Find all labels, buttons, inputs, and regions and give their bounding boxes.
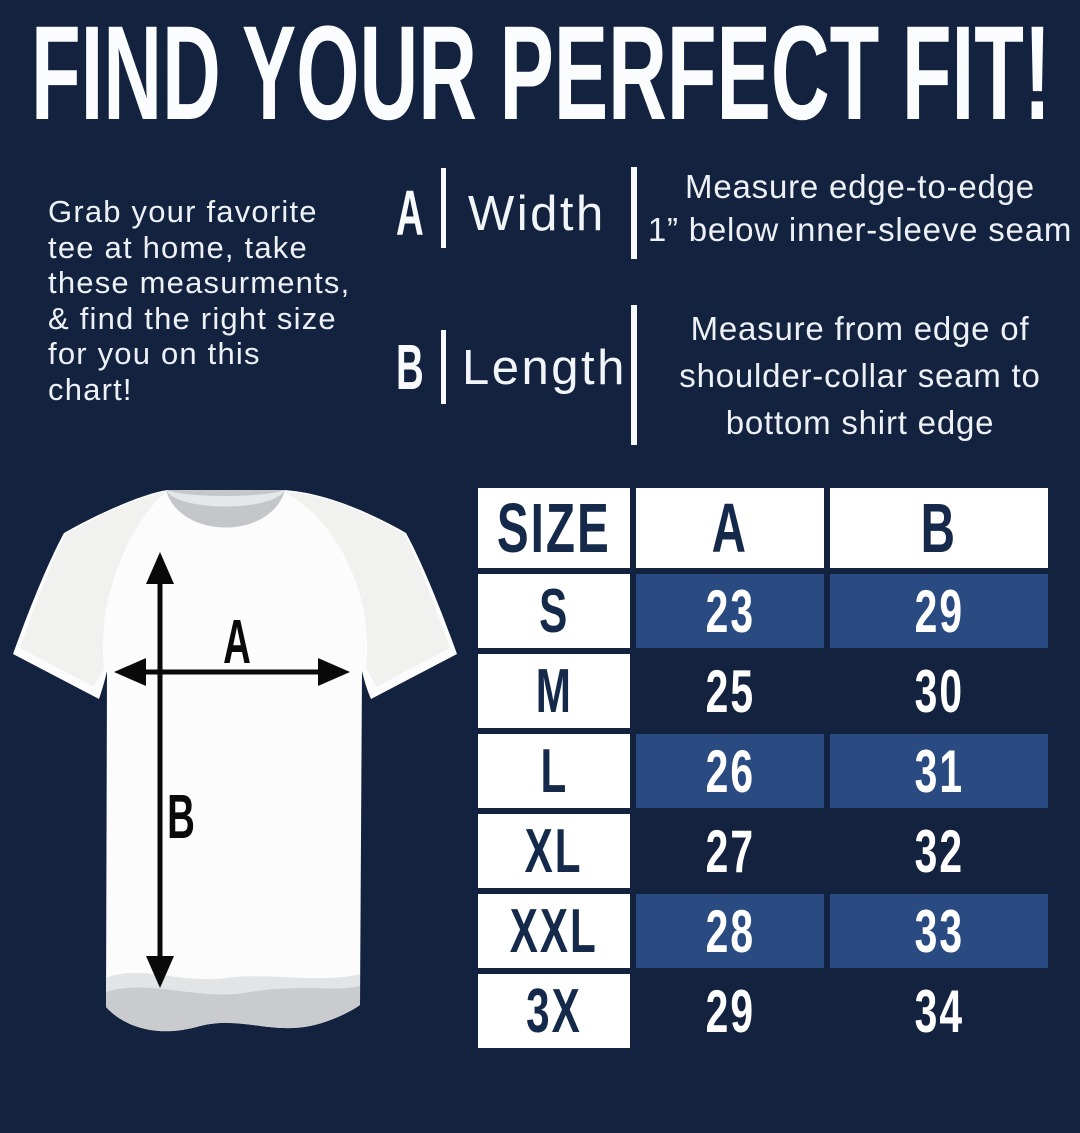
intro-paragraph: Grab your favorite tee at home, take the… [48, 194, 378, 407]
description-line: Measure from edge of [690, 310, 1030, 347]
description-line: shoulder-collar seam to [679, 357, 1041, 394]
width-arrow-label: A [223, 607, 251, 677]
size-table-header-a: A [636, 488, 824, 568]
intro-line: Grab your favorite [48, 194, 318, 229]
description-line: bottom shirt edge [725, 404, 995, 441]
size-table-header-size: SIZE [478, 488, 630, 568]
width-arrow [114, 658, 350, 686]
collar-band [166, 490, 285, 507]
intro-line: these measurments, [48, 265, 351, 300]
table-row-xl-a: 27 [705, 817, 755, 885]
table-row-s-size: S [478, 574, 630, 648]
table-row-3x-b: 34 [914, 977, 964, 1045]
intro-line: tee at home, take [48, 229, 308, 265]
description-line: 1” below inner-sleeve seam [647, 211, 1073, 248]
right-sleeve-shade [285, 492, 450, 687]
table-row-s-a: 23 [636, 574, 824, 648]
table-row-xl-b: 32 [914, 817, 964, 885]
table-row-l-size: L [478, 734, 630, 808]
table-row-l-b: 31 [830, 734, 1048, 808]
description-line: Measure edge-to-edge [685, 168, 1035, 205]
hem-shade-dark [106, 986, 360, 1032]
table-row-m-a: 25 [705, 657, 755, 725]
measure-letter-b: B [396, 331, 424, 403]
section-divider-bar-a [631, 167, 637, 259]
letter-separator-bar-a [441, 168, 446, 248]
table-row-s-b: 29 [830, 574, 1048, 648]
intro-line: & find the right size [48, 300, 337, 336]
page-title: FIND YOUR PERFECT FIT! [31, 20, 1051, 132]
measure-description-length: Measure from edge of shoulder-collar sea… [646, 305, 1074, 446]
measure-name-width: Width [468, 187, 606, 241]
intro-line: for you on this [48, 336, 261, 371]
size-table: SIZE A B S 23 29 M 25 30 L 26 31 XL 2 [478, 488, 1048, 1048]
page-title-text: FIND YOUR PERFECT FIT! [31, 20, 1051, 132]
table-row-3x-size: 3X [478, 974, 630, 1048]
table-row-m-b: 30 [914, 657, 964, 725]
size-table-header-b: B [830, 488, 1048, 568]
table-row-xxl-a: 28 [636, 894, 824, 968]
table-row-m-size: M [478, 654, 630, 728]
letter-separator-bar-b [441, 330, 446, 404]
measure-name-length: Length [462, 341, 627, 395]
table-row-xl-size: XL [478, 814, 630, 888]
table-row-l-a: 26 [636, 734, 824, 808]
table-row-3x-a: 29 [705, 977, 755, 1045]
measure-letter-a: A [396, 177, 424, 249]
table-row-xxl-size: XXL [478, 894, 630, 968]
measure-description-width: Measure edge-to-edge 1” below inner-slee… [646, 165, 1074, 251]
tshirt-body [13, 490, 457, 1032]
length-arrow [146, 552, 174, 988]
tshirt-diagram: A B [13, 490, 457, 1032]
intro-line: chart! [48, 371, 133, 407]
length-arrow-label: B [167, 782, 195, 852]
left-sleeve-shade [20, 492, 166, 687]
table-row-xxl-b: 33 [830, 894, 1048, 968]
section-divider-bar-b [631, 305, 637, 445]
